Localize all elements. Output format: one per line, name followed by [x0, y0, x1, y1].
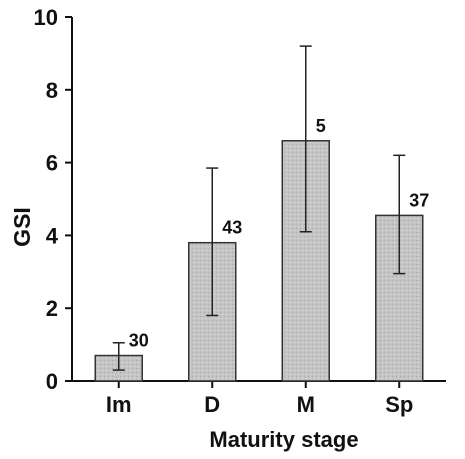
x-tick-label: Sp — [385, 392, 413, 417]
sample-size-label: 43 — [222, 218, 242, 238]
y-tick-label: 0 — [46, 369, 58, 394]
y-tick-label: 8 — [46, 78, 58, 103]
y-tick-label: 2 — [46, 296, 58, 321]
sample-size-label: 37 — [409, 190, 429, 210]
sample-size-label: 30 — [129, 331, 149, 351]
x-tick-label: D — [204, 392, 220, 417]
y-axis-label: GSI — [9, 207, 35, 247]
x-tick-label: Im — [106, 392, 132, 417]
x-tick-label: M — [297, 392, 315, 417]
sample-size-label: 5 — [316, 116, 326, 136]
x-axis-label: Maturity stage — [209, 427, 358, 452]
y-tick-label: 4 — [46, 223, 59, 248]
y-tick-label: 6 — [46, 151, 58, 176]
y-tick-label: 10 — [34, 5, 58, 30]
